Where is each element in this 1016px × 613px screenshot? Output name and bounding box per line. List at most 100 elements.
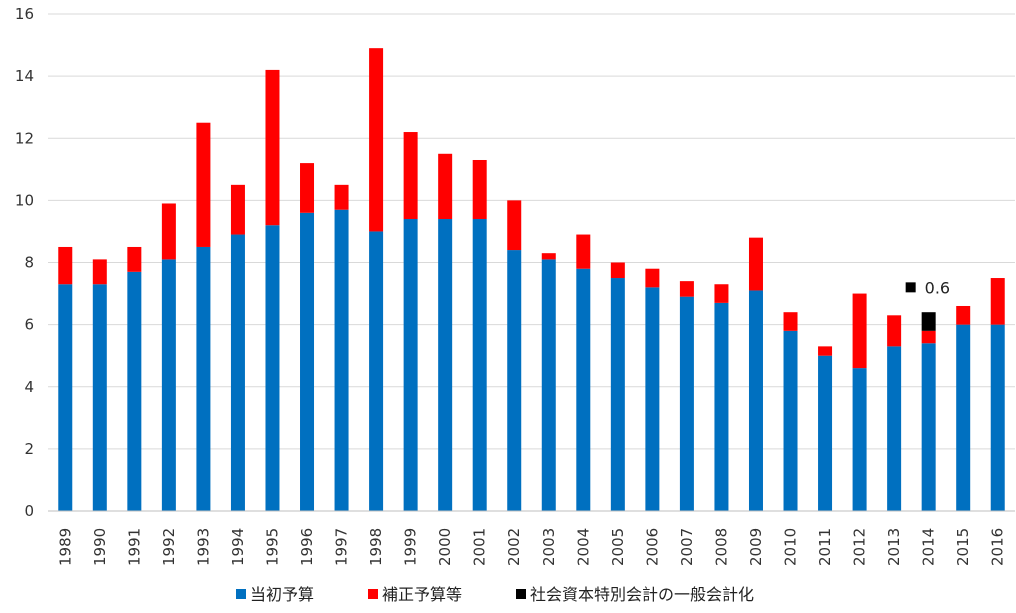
x-tick-label: 1995 <box>263 528 281 566</box>
bar-segment-2009-series-1 <box>748 237 763 291</box>
x-tick-label: 1997 <box>333 528 351 566</box>
y-tick-label: 0 <box>24 502 34 520</box>
bar-segment-2001-series-0 <box>472 219 487 511</box>
bar-segment-2016-series-0 <box>990 324 1005 511</box>
bar-segment-1993-series-0 <box>196 246 211 511</box>
x-tick-label: 2014 <box>920 528 938 566</box>
bar-segment-1995-series-1 <box>265 69 280 226</box>
legend-label: 当初予算 <box>250 585 314 604</box>
bar-segment-2005-series-1 <box>610 262 625 279</box>
y-axis-tick-labels: 0 2 4 6 8 10 12 14 16 <box>15 5 34 520</box>
legend-label: 社会資本特別会計の一般会計化 <box>530 585 754 604</box>
bar-segment-1995-series-0 <box>265 225 280 511</box>
x-tick-label: 2000 <box>436 528 454 566</box>
bar-segment-1993-series-1 <box>196 122 211 247</box>
x-axis-tick-labels: 1989 1990 1991 1992 1993 1994 1995 1996 1997 1998… <box>56 528 1006 566</box>
bar-segment-1996-series-0 <box>300 212 315 512</box>
bar-segment-2011-series-1 <box>818 346 833 356</box>
bar-segment-2015-series-1 <box>956 305 971 325</box>
bar-segment-1992-series-0 <box>161 259 176 511</box>
bar-segment-1994-series-0 <box>230 234 245 511</box>
bar-segment-2000-series-1 <box>438 153 453 220</box>
bar-segment-2009-series-0 <box>748 290 763 511</box>
x-tick-label: 2010 <box>782 528 800 566</box>
x-tick-label: 2003 <box>540 528 558 566</box>
x-tick-label: 1992 <box>160 528 178 566</box>
legend-swatch <box>368 589 378 599</box>
bar-segment-2000-series-0 <box>438 219 453 511</box>
x-tick-label: 2005 <box>609 528 627 566</box>
x-tick-label: 2009 <box>747 528 765 566</box>
bar-segment-1997-series-1 <box>334 184 349 210</box>
annotation-marker <box>905 282 916 293</box>
y-tick-label: 2 <box>24 440 34 458</box>
bar-segment-2004-series-0 <box>576 268 591 511</box>
legend-swatch <box>516 589 526 599</box>
gridlines <box>48 13 1015 450</box>
x-tick-label: 1998 <box>367 528 385 566</box>
bar-segment-2003-series-0 <box>541 259 556 511</box>
x-tick-label: 2002 <box>505 528 523 566</box>
x-tick-label: 1990 <box>91 528 109 566</box>
bar-segment-1998-series-1 <box>369 48 384 232</box>
bar-segment-1999-series-1 <box>403 132 418 220</box>
bar-segment-1991-series-1 <box>127 246 142 272</box>
bar-segment-2007-series-0 <box>679 296 694 511</box>
x-tick-label: 2016 <box>989 528 1007 566</box>
bar-segment-2010-series-1 <box>783 312 798 331</box>
x-tick-label: 2006 <box>643 528 661 566</box>
x-tick-label: 1989 <box>56 528 74 566</box>
x-tick-label: 1994 <box>229 528 247 566</box>
x-tick-label: 2011 <box>816 528 834 566</box>
bar-segment-2006-series-1 <box>645 268 660 288</box>
bar-segment-1990-series-1 <box>92 259 107 285</box>
x-tick-label: 2001 <box>471 528 489 566</box>
bar-segment-2008-series-1 <box>714 284 729 303</box>
legend: 当初予算 補正予算等 社会資本特別会計の一般会計化 <box>236 585 754 604</box>
bar-segment-1989-series-1 <box>58 246 73 285</box>
bar-segment-2012-series-0 <box>852 368 867 511</box>
bar-segment-2002-series-0 <box>507 250 522 511</box>
bar-segment-2002-series-1 <box>507 200 522 251</box>
bar-segment-2005-series-0 <box>610 278 625 511</box>
bar-segment-2014-series-0 <box>921 343 936 511</box>
bar-segment-2006-series-0 <box>645 287 660 511</box>
bar-segment-2013-series-1 <box>887 315 902 347</box>
x-tick-label: 2007 <box>678 528 696 566</box>
bar-segment-2016-series-1 <box>990 278 1005 325</box>
x-tick-label: 1991 <box>125 528 143 566</box>
bar-segment-2008-series-0 <box>714 302 729 511</box>
annotation-label: 0.6 <box>925 278 950 297</box>
bar-segment-1992-series-1 <box>161 203 176 260</box>
bar-segment-1997-series-0 <box>334 209 349 511</box>
bar-segment-1999-series-0 <box>403 219 418 511</box>
y-tick-label: 16 <box>15 5 34 23</box>
bar-segment-1989-series-0 <box>58 284 73 511</box>
bar-segment-2012-series-1 <box>852 293 867 369</box>
x-tick-label: 1999 <box>402 528 420 566</box>
annotations: 0.6 <box>905 278 950 297</box>
y-tick-label: 12 <box>15 129 34 147</box>
bars <box>58 48 1005 512</box>
bar-segment-2007-series-1 <box>679 281 694 297</box>
x-tick-label: 2012 <box>851 528 869 566</box>
bar-segment-1996-series-1 <box>300 163 315 213</box>
y-tick-label: 10 <box>15 191 34 209</box>
bar-segment-2015-series-0 <box>956 324 971 511</box>
bar-segment-1998-series-0 <box>369 231 384 511</box>
legend-swatch <box>236 589 246 599</box>
x-tick-label: 2015 <box>954 528 972 566</box>
bar-segment-2001-series-1 <box>472 159 487 220</box>
bar-segment-2014-series-2 <box>921 312 936 331</box>
bar-segment-1994-series-1 <box>230 184 245 235</box>
bar-segment-2011-series-0 <box>818 355 833 511</box>
bar-segment-2004-series-1 <box>576 234 591 269</box>
x-tick-label: 2004 <box>574 528 592 566</box>
bar-segment-2003-series-1 <box>541 253 556 260</box>
x-tick-label: 2013 <box>885 528 903 566</box>
x-tick-label: 2008 <box>712 528 730 566</box>
bar-segment-1990-series-0 <box>92 284 107 511</box>
y-tick-label: 6 <box>24 316 34 334</box>
y-tick-label: 4 <box>24 378 34 396</box>
